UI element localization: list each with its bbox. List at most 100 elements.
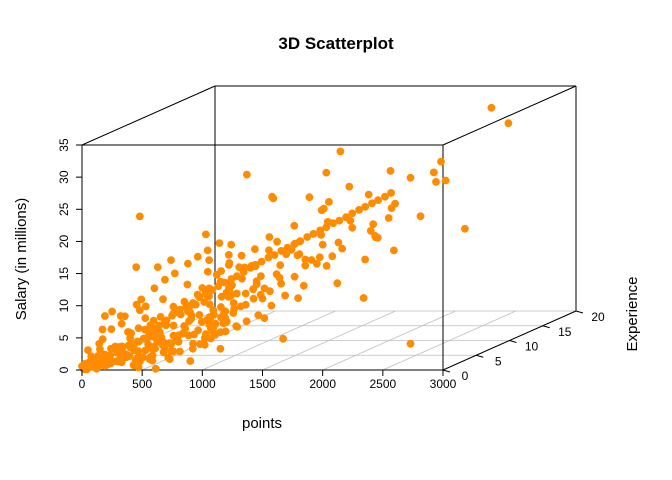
- z-axis-title: Salary (in millions): [13, 198, 30, 321]
- data-point: [98, 325, 107, 334]
- data-point: [120, 312, 129, 321]
- y-tick-mark: [509, 340, 517, 343]
- y-axis-ticks: 0 5 10 15 20: [442, 310, 605, 383]
- data-point: [333, 279, 342, 288]
- data-point: [276, 261, 285, 269]
- data-point: [301, 255, 310, 264]
- data-point: [290, 272, 299, 281]
- data-point: [369, 220, 378, 229]
- data-point: [193, 252, 202, 261]
- data-point: [381, 192, 389, 201]
- data-point: [149, 343, 157, 351]
- data-point: [221, 314, 230, 322]
- data-point: [178, 329, 187, 338]
- x-axis-ticks: 0 500 1000 1500 2000 2500 3000: [79, 370, 457, 391]
- x-tick-label: 2000: [309, 377, 336, 391]
- data-point: [348, 223, 357, 232]
- data-point: [265, 246, 273, 255]
- data-point: [291, 239, 299, 248]
- data-point: [217, 292, 226, 301]
- data-point: [336, 147, 345, 156]
- y-tick-label: 20: [591, 310, 605, 324]
- x-tick-label: 1000: [189, 377, 216, 391]
- data-point: [315, 253, 324, 262]
- data-point: [185, 317, 194, 325]
- data-point: [361, 255, 369, 264]
- data-point: [238, 274, 246, 283]
- data-point: [387, 189, 395, 197]
- data-point: [188, 344, 197, 353]
- data-point: [487, 103, 496, 112]
- data-point: [135, 306, 144, 315]
- data-point: [236, 302, 245, 311]
- data-point: [198, 284, 207, 292]
- data-point: [134, 324, 143, 333]
- y-tick-mark: [476, 354, 484, 358]
- data-point: [169, 321, 178, 330]
- data-point: [279, 334, 287, 343]
- data-point: [141, 346, 150, 355]
- data-point: [260, 284, 269, 293]
- data-point: [200, 341, 209, 349]
- x-tick-label: 2500: [369, 377, 396, 391]
- data-point: [215, 239, 224, 248]
- data-point: [269, 194, 278, 203]
- x-tick-label: 0: [79, 377, 86, 391]
- x-axis-title: points: [242, 415, 282, 432]
- data-point: [165, 339, 174, 347]
- data-point: [126, 334, 134, 343]
- data-point: [416, 212, 425, 221]
- data-point: [216, 277, 225, 286]
- data-point: [282, 250, 291, 259]
- data-point: [159, 338, 168, 347]
- z-tick-label: 30: [57, 170, 71, 184]
- data-point: [251, 245, 259, 254]
- data-point: [153, 263, 162, 271]
- data-point: [364, 190, 373, 199]
- data-point: [290, 221, 299, 230]
- x-tick-label: 500: [132, 377, 152, 391]
- data-point: [368, 199, 376, 208]
- data-point: [429, 168, 438, 177]
- data-point: [101, 362, 109, 370]
- data-point: [303, 233, 312, 241]
- data-point: [233, 323, 242, 331]
- data-point: [143, 333, 152, 342]
- data-point: [159, 348, 168, 357]
- data-point: [161, 317, 169, 326]
- data-point: [251, 262, 260, 271]
- z-axis-ticks: 0 5 10 15 20 25 30 35: [57, 138, 82, 373]
- data-point: [406, 339, 415, 348]
- data-point: [374, 196, 382, 205]
- data-point: [124, 341, 133, 350]
- data-point: [141, 314, 150, 322]
- data-point: [150, 284, 159, 293]
- y-tick-label: 15: [558, 325, 572, 339]
- data-point: [87, 352, 96, 361]
- y-tick-mark: [575, 310, 584, 314]
- floor-grid: [81, 310, 577, 371]
- data-point: [183, 280, 192, 289]
- data-point: [98, 335, 107, 344]
- data-point: [432, 178, 440, 186]
- data-point: [197, 318, 206, 326]
- data-point: [151, 364, 160, 373]
- data-point: [406, 173, 415, 182]
- data-point: [258, 294, 267, 303]
- data-point: [323, 218, 332, 226]
- data-point: [135, 212, 144, 221]
- y-axis-title: Experience: [624, 276, 641, 351]
- data-point: [293, 251, 302, 260]
- data-point: [101, 312, 109, 320]
- data-point: [265, 233, 274, 241]
- data-point: [216, 328, 225, 336]
- data-point: [169, 302, 178, 311]
- data-point: [168, 311, 177, 320]
- z-tick-label: 25: [57, 202, 71, 216]
- data-point: [124, 328, 133, 336]
- data-point: [169, 347, 178, 356]
- data-point: [252, 277, 261, 285]
- z-tick-label: 35: [57, 138, 71, 152]
- data-point: [172, 336, 181, 345]
